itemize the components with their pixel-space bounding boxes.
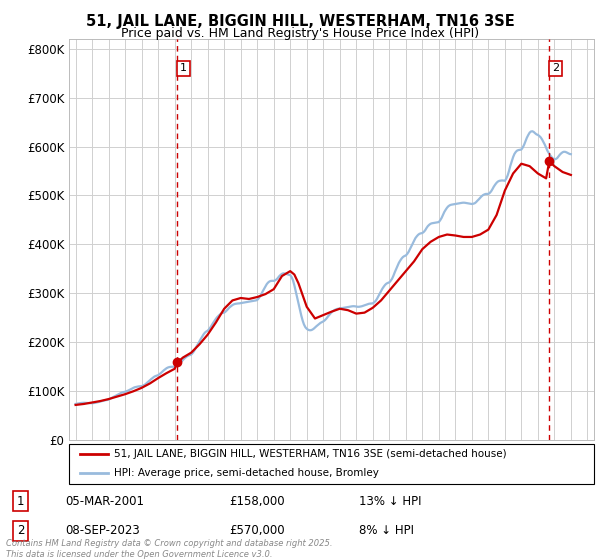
Text: 51, JAIL LANE, BIGGIN HILL, WESTERHAM, TN16 3SE (semi-detached house): 51, JAIL LANE, BIGGIN HILL, WESTERHAM, T… bbox=[113, 449, 506, 459]
Text: 2: 2 bbox=[17, 524, 25, 537]
Text: 8% ↓ HPI: 8% ↓ HPI bbox=[359, 524, 414, 537]
Text: 05-MAR-2001: 05-MAR-2001 bbox=[65, 494, 144, 508]
Text: 1: 1 bbox=[180, 63, 187, 73]
Text: 13% ↓ HPI: 13% ↓ HPI bbox=[359, 494, 421, 508]
Text: £570,000: £570,000 bbox=[229, 524, 285, 537]
Text: Price paid vs. HM Land Registry's House Price Index (HPI): Price paid vs. HM Land Registry's House … bbox=[121, 27, 479, 40]
Text: Contains HM Land Registry data © Crown copyright and database right 2025.
This d: Contains HM Land Registry data © Crown c… bbox=[6, 539, 332, 559]
FancyBboxPatch shape bbox=[69, 444, 594, 484]
Text: 51, JAIL LANE, BIGGIN HILL, WESTERHAM, TN16 3SE: 51, JAIL LANE, BIGGIN HILL, WESTERHAM, T… bbox=[86, 14, 514, 29]
Text: £158,000: £158,000 bbox=[229, 494, 285, 508]
Text: 08-SEP-2023: 08-SEP-2023 bbox=[65, 524, 140, 537]
Text: 1: 1 bbox=[17, 494, 25, 508]
Text: HPI: Average price, semi-detached house, Bromley: HPI: Average price, semi-detached house,… bbox=[113, 468, 379, 478]
Text: 2: 2 bbox=[552, 63, 559, 73]
